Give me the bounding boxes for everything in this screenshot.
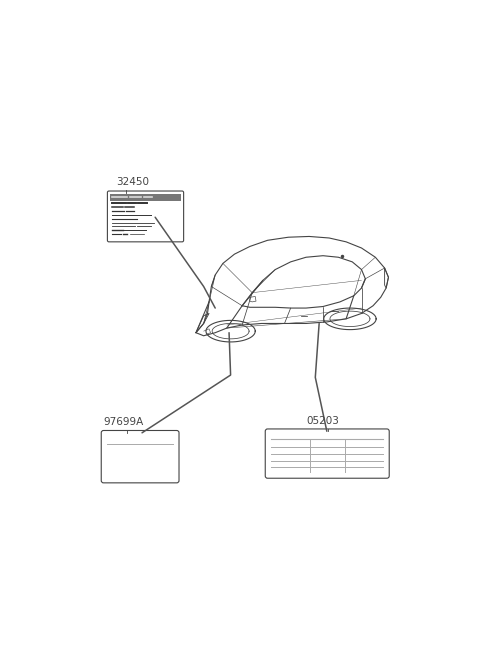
FancyBboxPatch shape — [265, 429, 389, 478]
FancyBboxPatch shape — [108, 191, 184, 242]
Text: 97699A: 97699A — [104, 417, 144, 428]
Text: 05203: 05203 — [306, 416, 339, 426]
Text: 32450: 32450 — [117, 177, 150, 187]
FancyBboxPatch shape — [101, 430, 179, 483]
Bar — [110, 194, 180, 201]
